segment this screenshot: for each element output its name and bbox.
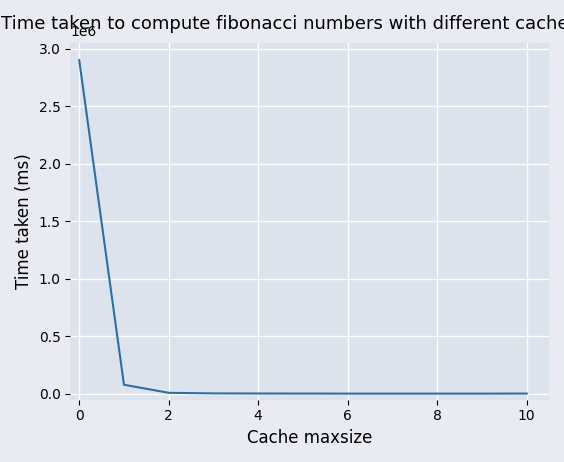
Title: Time taken to compute fibonacci numbers with different cache sizes: Time taken to compute fibonacci numbers … (1, 15, 564, 33)
Y-axis label: Time taken (ms): Time taken (ms) (15, 153, 33, 289)
X-axis label: Cache maxsize: Cache maxsize (247, 429, 372, 447)
Text: 1e6: 1e6 (70, 25, 96, 39)
